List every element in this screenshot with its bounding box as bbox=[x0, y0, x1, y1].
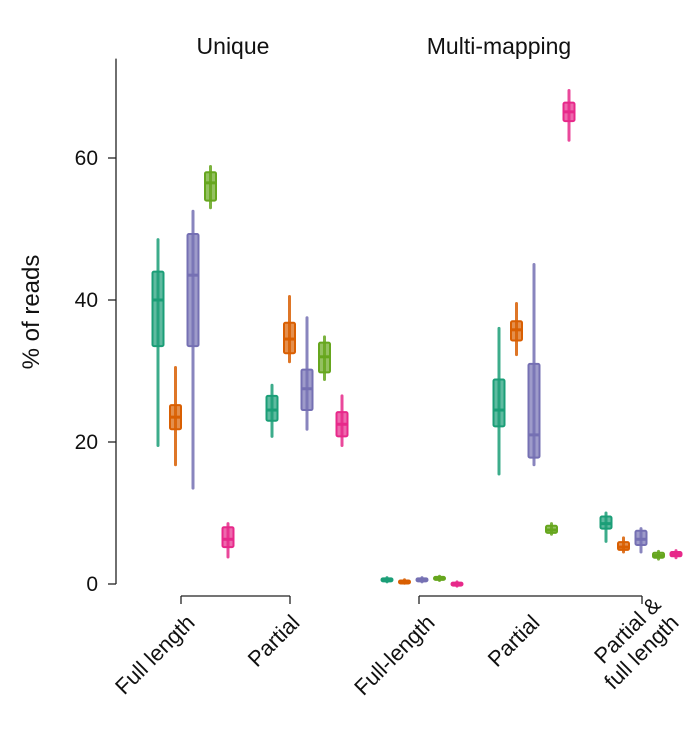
box-iqr bbox=[186, 232, 200, 348]
y-tick-label: 20 bbox=[75, 431, 98, 454]
box-mark bbox=[169, 365, 182, 467]
box-mark bbox=[398, 578, 411, 585]
box-mark bbox=[300, 316, 314, 431]
box-mark bbox=[318, 335, 331, 382]
y-tick-label: 40 bbox=[75, 289, 98, 312]
box-mark bbox=[151, 238, 165, 448]
panel-title: Unique bbox=[197, 33, 270, 59]
box-mark bbox=[204, 165, 217, 210]
box-mark bbox=[186, 209, 200, 490]
panel-title: Multi-mapping bbox=[427, 33, 571, 59]
boxes bbox=[151, 89, 683, 588]
x-category-label: Full length bbox=[110, 610, 199, 699]
box-iqr bbox=[221, 526, 235, 549]
box-iqr bbox=[204, 171, 217, 202]
box-mark bbox=[510, 302, 523, 357]
x-category-label: Partial bbox=[483, 610, 545, 672]
x-category-label: Partial bbox=[243, 610, 305, 672]
box-mark bbox=[599, 511, 613, 543]
box-mark bbox=[652, 549, 665, 561]
box-mark bbox=[527, 263, 541, 467]
box-iqr bbox=[492, 378, 506, 428]
box-mark bbox=[617, 536, 630, 554]
box-mark bbox=[380, 576, 394, 584]
box-mark bbox=[562, 89, 576, 142]
x-category-label: Partial &full length bbox=[581, 592, 683, 694]
x-axis: Full length Partial Full-length Partial Part… bbox=[110, 592, 683, 700]
box-mark bbox=[415, 576, 429, 584]
box-mark bbox=[669, 549, 683, 560]
y-axis-label: % of reads bbox=[18, 255, 45, 370]
x-category-label: Full-length bbox=[349, 610, 439, 700]
box-iqr bbox=[265, 394, 279, 422]
box-mark bbox=[492, 326, 506, 476]
y-axis: 0 20 40 60 % of reads bbox=[18, 58, 117, 596]
box-mark bbox=[545, 522, 558, 536]
y-tick-label: 60 bbox=[75, 147, 98, 170]
box-mark bbox=[265, 383, 279, 438]
box-iqr bbox=[527, 362, 541, 459]
box-mark bbox=[634, 527, 648, 554]
box-mark bbox=[335, 394, 349, 448]
box-mark bbox=[221, 522, 235, 559]
box-mark bbox=[450, 580, 464, 588]
panel-titles: Unique Multi-mapping bbox=[197, 33, 572, 59]
box-mark bbox=[433, 574, 446, 582]
box-iqr bbox=[151, 270, 165, 348]
box-mark bbox=[283, 294, 296, 364]
y-tick-label: 0 bbox=[86, 573, 98, 596]
